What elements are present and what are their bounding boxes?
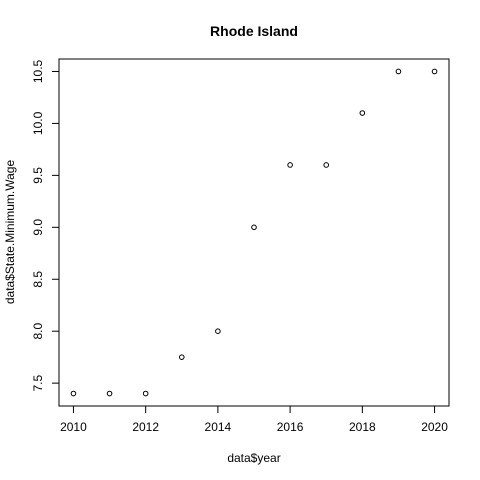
y-tick-label: 9.5 bbox=[31, 167, 45, 184]
data-point bbox=[395, 68, 402, 75]
x-axis: 2010 2012 2014 2016 2018 2020 bbox=[60, 405, 448, 434]
y-tick-label: 8.5 bbox=[31, 271, 45, 288]
data-point bbox=[178, 354, 185, 360]
y-tick-label: 10.0 bbox=[31, 111, 45, 135]
y-tick-label: 10.5 bbox=[31, 59, 45, 83]
data-point bbox=[431, 68, 438, 75]
y-tick-label: 8.0 bbox=[31, 323, 45, 340]
x-tick-label: 2014 bbox=[205, 420, 232, 434]
data-point bbox=[142, 390, 149, 397]
y-axis-label: data$State.Minimum.Wage bbox=[3, 160, 17, 305]
data-points bbox=[70, 68, 438, 397]
chart-title: Rhode Island bbox=[210, 23, 298, 39]
x-tick-label: 2018 bbox=[349, 420, 376, 434]
data-point bbox=[323, 162, 330, 168]
data-point bbox=[106, 390, 113, 397]
x-tick-label: 2020 bbox=[421, 420, 448, 434]
data-point bbox=[251, 224, 257, 231]
data-point bbox=[359, 110, 366, 116]
x-tick-label: 2010 bbox=[60, 420, 87, 434]
y-tick-label: 9.0 bbox=[31, 219, 45, 236]
x-tick-label: 2016 bbox=[277, 420, 304, 434]
x-tick-label: 2012 bbox=[132, 420, 159, 434]
data-point bbox=[287, 162, 293, 168]
y-tick-label: 7.5 bbox=[31, 374, 45, 391]
plot-frame bbox=[58, 58, 450, 407]
data-point bbox=[70, 390, 77, 397]
x-axis-label: data$year bbox=[227, 451, 280, 465]
y-axis: 7.5 8.0 8.5 9.0 9.5 10.0 10.5 bbox=[31, 59, 60, 391]
data-point bbox=[215, 328, 221, 334]
